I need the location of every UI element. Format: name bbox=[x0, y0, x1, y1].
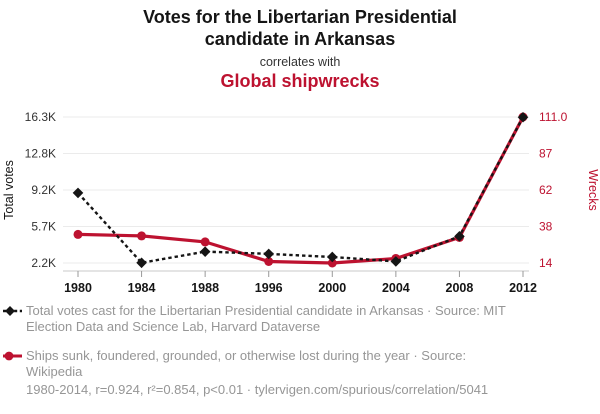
y-tick-label-left: 12.8K bbox=[25, 147, 56, 161]
y-tick-label-right: 87 bbox=[539, 147, 553, 161]
legend-item-wrecks: Ships sunk, foundered, grounded, or othe… bbox=[3, 348, 513, 379]
votes-point-marker bbox=[517, 111, 529, 123]
y-tick-label-left: 2.2K bbox=[31, 256, 56, 270]
legend-text-votes: Total votes cast for the Libertarian Pre… bbox=[26, 303, 506, 334]
votes-point-marker bbox=[72, 187, 84, 199]
correlate-title: Global shipwrecks bbox=[220, 71, 380, 91]
legend-item-votes: Total votes cast for the Libertarian Pre… bbox=[3, 303, 513, 334]
y-tick-label-left: 16.3K bbox=[25, 110, 56, 124]
y-tick-label-right: 14 bbox=[539, 256, 553, 270]
footer-stats: 1980-2014, r=0.924, r²=0.854, p<0.01 · t… bbox=[26, 382, 489, 397]
wrecks-point-marker bbox=[200, 237, 210, 247]
votes-point-marker bbox=[326, 251, 338, 263]
x-tick-label: 2012 bbox=[509, 281, 537, 295]
y-tick-label-right: 62 bbox=[539, 183, 553, 197]
votes-series-marker-icon bbox=[3, 306, 22, 316]
x-tick-label: 1980 bbox=[64, 281, 92, 295]
right-axis-title: Wrecks bbox=[586, 169, 600, 210]
dual-axis-line-chart: 16.3K 111.0 12.8K 87 9.2K 62 5.7K 38 2.2K 14 1980… bbox=[2, 110, 600, 295]
wrecks-point-marker bbox=[327, 258, 337, 268]
series-layer bbox=[72, 111, 529, 269]
wrecks-point-marker bbox=[137, 231, 147, 241]
y-tick-label-left: 9.2K bbox=[31, 183, 56, 197]
correlates-with-label: correlates with bbox=[259, 55, 341, 69]
votes-point-marker bbox=[199, 246, 211, 257]
wrecks-line bbox=[77, 116, 525, 265]
y-tick-label-left: 5.7K bbox=[31, 220, 56, 234]
x-tick-label: 1996 bbox=[255, 281, 283, 295]
votes-point-marker bbox=[390, 256, 402, 267]
wrecks-series-marker-icon bbox=[3, 351, 22, 361]
y-tick-label-right: 38 bbox=[539, 220, 553, 234]
x-tick-label: 1984 bbox=[128, 281, 156, 295]
x-tick-label: 1988 bbox=[191, 281, 219, 295]
votes-point-marker bbox=[136, 257, 147, 269]
x-tick-label: 2004 bbox=[382, 281, 410, 295]
legend-text-wrecks: Ships sunk, foundered, grounded, or othe… bbox=[26, 348, 467, 379]
wrecks-point-marker bbox=[264, 256, 274, 266]
x-tick-label: 2000 bbox=[318, 281, 346, 295]
wrecks-point-marker bbox=[73, 229, 83, 239]
page-title: Votes for the Libertarian Presidential c… bbox=[143, 7, 457, 49]
x-axis-layer: 1980 1984 1988 1996 2000 2004 2008 2012 bbox=[63, 270, 537, 295]
y-tick-label-right: 111.0 bbox=[539, 110, 568, 124]
x-tick-label: 2008 bbox=[446, 281, 474, 295]
votes-line bbox=[77, 116, 525, 265]
left-axis-title: Total votes bbox=[2, 160, 16, 220]
votes-point-marker bbox=[454, 231, 465, 242]
votes-point-marker bbox=[263, 248, 275, 260]
